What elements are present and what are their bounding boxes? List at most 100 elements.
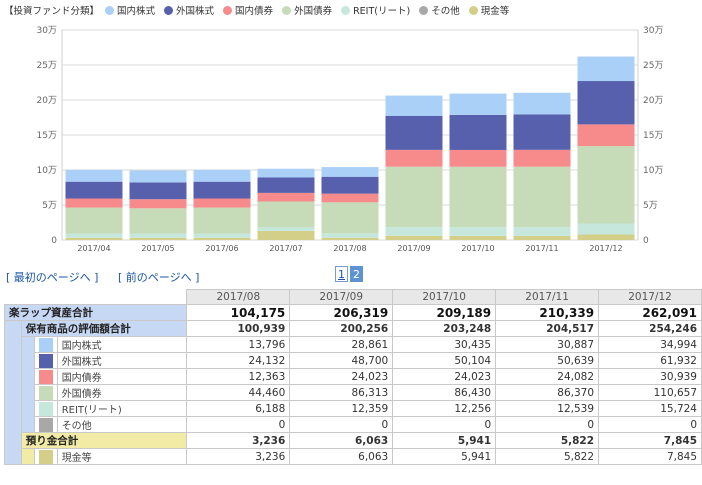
y-tick-label-right: 30万 [643, 26, 663, 36]
bar-segment [449, 149, 507, 167]
bar-segment [129, 182, 187, 200]
legend-item-other: その他 [419, 3, 460, 17]
bar-segment [385, 227, 443, 236]
fund-category-legend: 【投資ファンド分類】 国内株式 外国株式 国内債券 外国債券 REIT(リート)… [4, 3, 518, 17]
row-label: 預り金合計 [20, 432, 188, 449]
bar-segment [449, 166, 507, 228]
bar-segment [193, 181, 251, 199]
bar-segment [321, 237, 379, 240]
prev-page-link[interactable]: 前のページへ [125, 271, 192, 284]
bar-segment [577, 223, 635, 235]
bar-segment [577, 81, 635, 125]
legend-dot-icon [341, 5, 351, 15]
bar-segment [577, 146, 635, 224]
table-row: REIT(リート) 6,188 12,359 12,256 12,539 15,… [5, 400, 702, 417]
color-swatch [33, 336, 58, 353]
bar-segment [449, 93, 507, 115]
legend-item-reit: REIT(リート) [341, 3, 410, 17]
bar-segment [129, 199, 187, 209]
x-tick-label: 2017/09 [397, 244, 430, 253]
legend-dot-icon [419, 5, 429, 15]
page-1-button[interactable]: 1 [335, 266, 348, 282]
bar-segment [129, 233, 187, 238]
bar-segment [449, 114, 507, 150]
bar-segment [193, 169, 251, 182]
prev-page-link-wrap[interactable]: [ 前のページへ ] [118, 271, 200, 284]
legend-title: 【投資ファンド分類】 [4, 6, 100, 17]
bar-segment [193, 198, 251, 208]
col-header: 2017/10 [392, 289, 497, 305]
table-row-holdings-total: 保有商品の評価額合計 100,939 200,256 203,248 204,5… [4, 320, 702, 465]
table-row: その他 0 0 0 0 0 [5, 416, 702, 433]
color-swatch [33, 416, 58, 433]
y-tick-label-left: 30万 [37, 26, 57, 36]
bar-segment [321, 233, 379, 238]
table-row: 国内株式 13,796 28,861 30,435 30,887 34,994 [5, 336, 702, 433]
x-tick-label: 2017/10 [461, 244, 494, 253]
x-tick-label: 2017/11 [525, 244, 558, 253]
y-tick-label-right: 10万 [643, 166, 663, 176]
legend-dot-icon [105, 5, 115, 15]
x-tick-label: 2017/05 [141, 244, 174, 253]
bar-segment [577, 234, 635, 240]
asset-stacked-bar-chart: 0 0 5万 5万 10万 10万 15万 15万 20万 20万 25万 25万 30万 30万 2017… [37, 26, 664, 253]
legend-item-foreign-bond: 外国債券 [282, 3, 332, 17]
bar-segment [257, 230, 315, 240]
y-tick-label-left: 0 [51, 236, 57, 246]
bar-segment [577, 124, 635, 147]
bar-segment [513, 166, 571, 228]
bar-segment [321, 176, 379, 194]
legend-dot-icon [164, 5, 174, 15]
legend-dot-icon [468, 5, 478, 15]
bar-segment [321, 167, 379, 177]
table-row: 外国債券 44,460 86,313 86,430 86,370 110,657 [5, 384, 702, 401]
col-header: 2017/12 [598, 289, 702, 305]
x-tick-label: 2017/04 [77, 244, 110, 253]
bar-segment [129, 237, 187, 240]
bar-segment [65, 233, 123, 238]
row-label: 保有商品の評価額合計 [20, 320, 188, 337]
bar-segment [513, 114, 571, 150]
bar-segment [513, 227, 571, 236]
bar-segment [385, 235, 443, 240]
legend-dot-icon [282, 5, 292, 15]
y-tick-label-right: 0 [643, 236, 649, 246]
bar-segment [257, 177, 315, 193]
bar-segment [385, 115, 443, 150]
table-row-deposit-total: 預り金合計 3,236 6,063 5,941 5,822 7,845 [5, 432, 702, 449]
page-2-current: 2 [350, 266, 363, 282]
bar-segment [65, 237, 123, 240]
bar-segment [513, 235, 571, 240]
y-tick-label-left: 15万 [37, 131, 57, 141]
bar-segment [257, 201, 315, 228]
x-tick-label: 2017/07 [269, 244, 302, 253]
bar-segment [449, 235, 507, 240]
row-label: 楽ラップ資産合計 [3, 304, 188, 321]
bar-segment [385, 95, 443, 116]
bar-segment [449, 227, 507, 236]
bar-segment [257, 168, 315, 178]
y-tick-label-right: 25万 [643, 61, 663, 71]
color-swatch [33, 448, 58, 465]
y-tick-label-left: 20万 [37, 96, 57, 106]
bar-segment [321, 202, 379, 234]
x-tick-label: 2017/12 [589, 244, 622, 253]
bar-segment [257, 227, 315, 231]
first-page-link-wrap[interactable]: [ 最初のページへ ] [6, 271, 99, 284]
x-tick-label: 2017/06 [205, 244, 238, 253]
first-page-link[interactable]: 最初のページへ [13, 271, 91, 284]
table-row: 外国株式 24,132 48,700 50,104 50,639 61,932 [5, 352, 702, 369]
pagination: 1 2 [335, 266, 365, 282]
y-tick-label-left: 25万 [37, 61, 57, 71]
asset-table: 2017/08 2017/09 2017/10 2017/11 2017/12 … [3, 289, 702, 465]
bar-segment [193, 207, 251, 234]
col-header: 2017/11 [495, 289, 600, 305]
bar-segment [65, 207, 123, 234]
y-tick-label-right: 5万 [643, 201, 658, 211]
y-tick-label-left: 5万 [42, 201, 57, 211]
color-swatch [33, 384, 58, 401]
bar-segment [577, 56, 635, 82]
legend-item-cash: 現金等 [468, 3, 509, 17]
bar-segment [513, 149, 571, 167]
color-swatch [33, 368, 58, 385]
